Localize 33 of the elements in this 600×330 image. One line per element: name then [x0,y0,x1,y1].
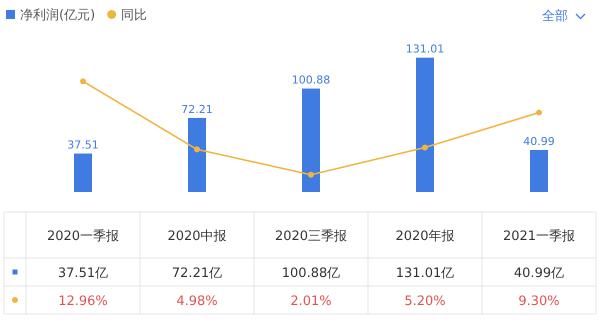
x-tick-label: 2020中报 [167,229,227,244]
text: 全部 [542,9,568,24]
data-label: 72.21 [181,102,213,116]
x-tick-label: 2020一季报 [46,229,120,244]
data-label: 12.96% [58,294,108,309]
data-label: 100.88 [292,74,330,87]
data-label: 4.98% [176,294,218,309]
text: 40.99亿 [514,266,564,281]
point [194,146,200,152]
x-tick-label: 2020三季报 [274,229,348,244]
point [536,110,542,116]
data-label: 40.99 [523,134,555,148]
bar [530,150,548,192]
bar [188,118,206,192]
text: 72.21亿 [172,266,222,281]
text: 131.01亿 [396,266,454,281]
data-label: 37.51 [67,138,99,152]
point [308,172,314,178]
bar [302,88,320,192]
data-label: 2.01% [290,294,332,309]
data-label: 5.20% [404,294,446,309]
point [422,144,428,151]
legend-label: 同比 [121,8,148,23]
bar [74,154,92,192]
x-tick-label: 2021一季报 [502,229,576,244]
data-label: 131.01 [406,42,444,56]
point [80,78,86,84]
text: 37.51亿 [58,266,108,281]
data-label: 9.30% [518,294,560,309]
bar [416,58,434,192]
text: 100.88亿 [282,266,340,281]
x-tick-label: 2020年报 [395,229,455,244]
legend-label: 净利润(亿元) [20,8,96,23]
